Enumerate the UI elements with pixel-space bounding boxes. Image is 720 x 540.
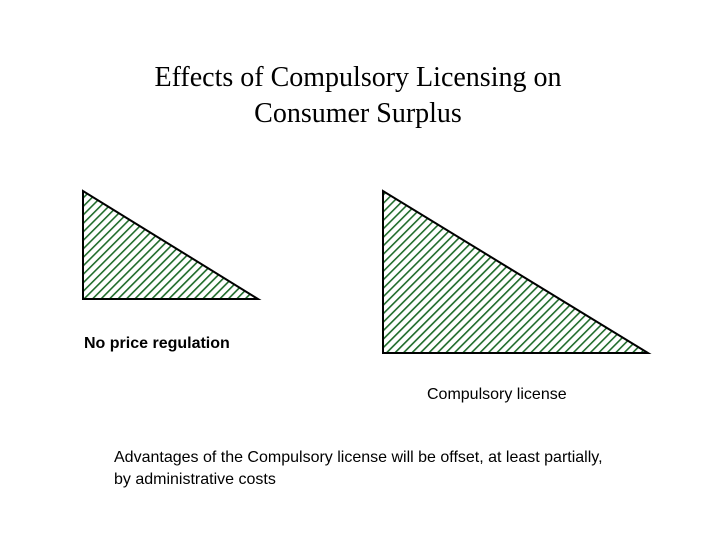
note-line: by administrative costs <box>114 471 276 488</box>
surplus-triangle <box>382 189 652 354</box>
surplus-triangle <box>82 189 262 300</box>
title-line: Consumer Surplus <box>254 98 462 129</box>
diagram-label: Compulsory license <box>427 386 567 403</box>
note-line: Advantages of the Compulsory license wil… <box>114 449 603 466</box>
title-line: Effects of Compulsory Licensing on <box>155 62 562 93</box>
diagram-label: No price regulation <box>84 335 230 352</box>
